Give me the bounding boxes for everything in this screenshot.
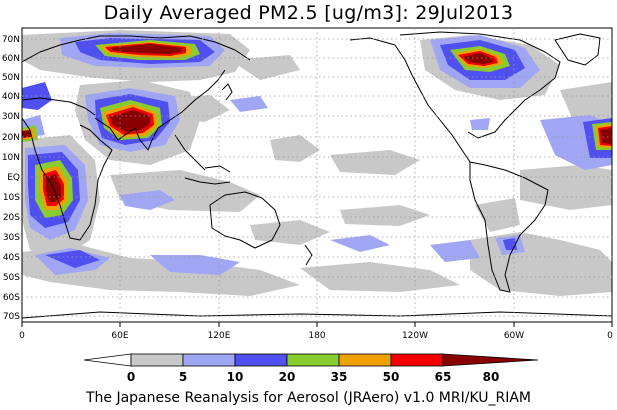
colorbar	[83, 353, 539, 367]
footer-credit: The Japanese Reanalysis for Aerosol (JRA…	[85, 390, 532, 406]
colorbar-label-10: 10	[227, 370, 244, 384]
lon-label-0-right: 0	[607, 331, 613, 341]
colorbar-label-35: 35	[331, 370, 348, 384]
lat-label-60n: 60N	[2, 54, 20, 64]
lat-label-30n: 30N	[2, 112, 20, 122]
lat-label-40s: 40S	[3, 253, 20, 263]
lat-label-10s: 10S	[3, 193, 20, 203]
lat-label-40n: 40N	[2, 92, 20, 102]
pm25-field	[22, 28, 612, 322]
lon-label-120w: 120W	[402, 331, 428, 341]
colorbar-label-0: 0	[127, 370, 135, 384]
colorbar-label-65: 65	[435, 370, 452, 384]
colorbar-label-50: 50	[383, 370, 400, 384]
colorbar-swatch-35	[286, 353, 340, 367]
lon-label-180: 180	[308, 331, 325, 341]
map-frame	[21, 27, 613, 327]
colorbar-swatch-20	[234, 353, 288, 367]
lat-label-50s: 50S	[3, 273, 20, 283]
map-title: Daily Averaged PM2.5 [ug/m3]: 29Jul2013	[103, 2, 514, 24]
colorbar-swatch-0	[83, 353, 132, 367]
colorbar-swatch-50	[338, 353, 392, 367]
colorbar-label-5: 5	[179, 370, 187, 384]
colorbar-swatch-10	[182, 353, 236, 367]
lon-label-60w: 60W	[504, 331, 524, 341]
lat-label-20s: 20S	[3, 213, 20, 223]
colorbar-swatch-5	[130, 353, 184, 367]
colorbar-swatch-65	[390, 353, 444, 367]
lat-label-20n: 20N	[2, 133, 20, 143]
colorbar-label-20: 20	[279, 370, 296, 384]
graticule	[22, 28, 612, 322]
lat-label-30s: 30S	[3, 233, 20, 243]
lon-label-60e: 60E	[111, 331, 128, 341]
colorbar-label-80: 80	[483, 370, 500, 384]
lat-label-eq: EQ	[7, 173, 20, 183]
lat-label-50n: 50N	[2, 73, 20, 83]
lat-label-70n: 70N	[2, 35, 20, 45]
lat-label-10n: 10N	[2, 153, 20, 163]
lon-label-120e: 120E	[208, 331, 231, 341]
lon-label-0-left: 0	[19, 331, 25, 341]
colorbar-swatch-80	[442, 353, 539, 367]
lat-label-70s: 70S	[3, 312, 20, 322]
lat-label-60s: 60S	[3, 293, 20, 303]
